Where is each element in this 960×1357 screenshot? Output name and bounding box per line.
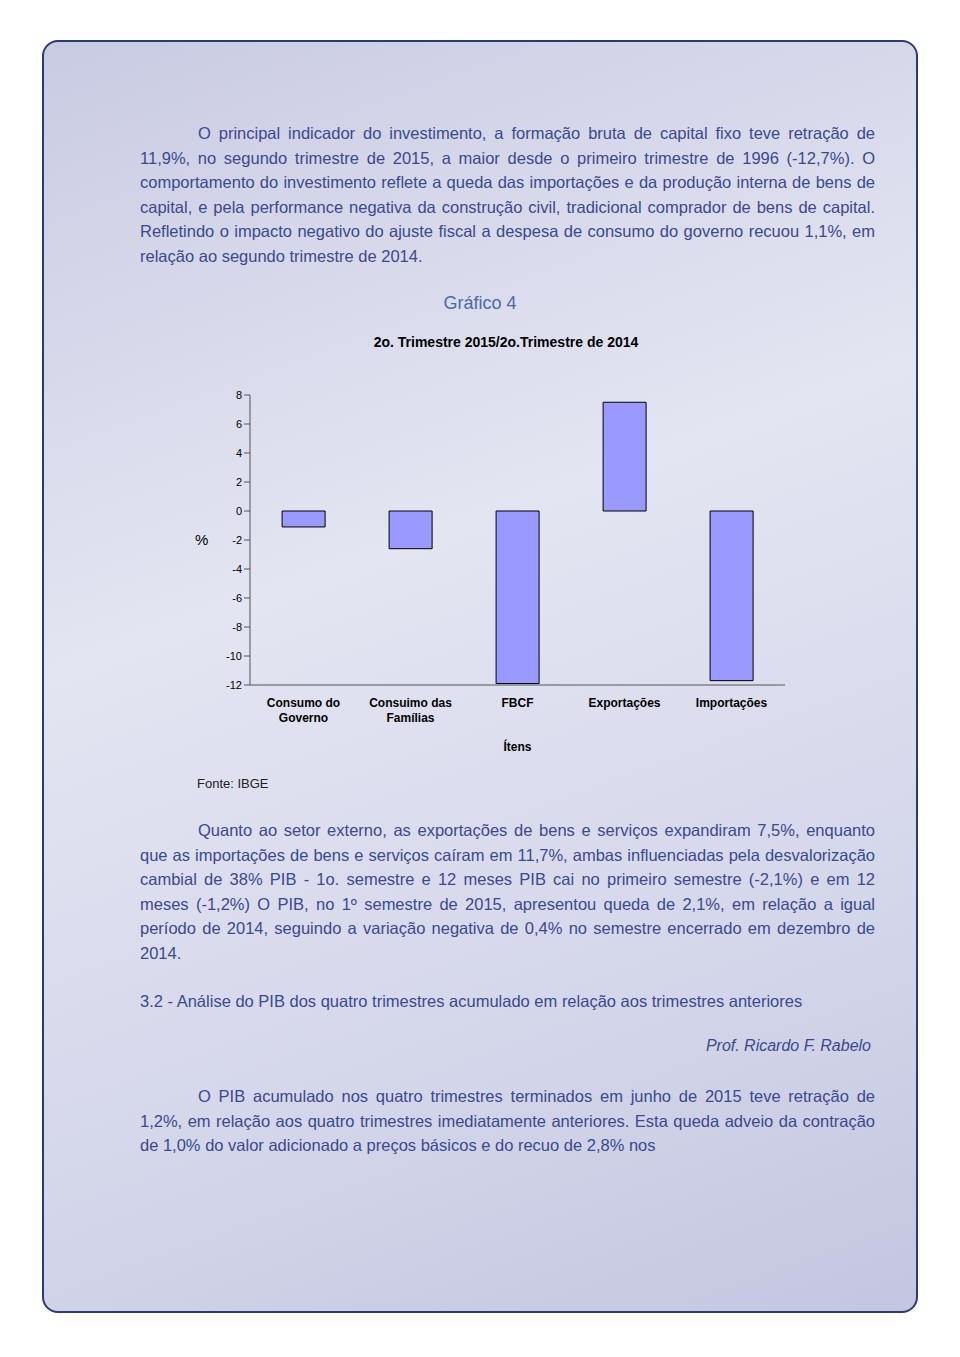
svg-text:-2: -2: [232, 534, 242, 546]
svg-text:FBCF: FBCF: [502, 696, 534, 710]
svg-text:Ítens: Ítens: [503, 739, 531, 754]
svg-text:6: 6: [236, 418, 242, 430]
svg-text:Importações: Importações: [696, 696, 768, 710]
svg-text:4: 4: [236, 447, 242, 459]
svg-text:Consumo doGoverno: Consumo doGoverno: [267, 696, 340, 725]
svg-text:%: %: [195, 531, 208, 548]
svg-text:Consuimo dasFamílias: Consuimo dasFamílias: [369, 696, 452, 725]
svg-text:-6: -6: [232, 592, 242, 604]
svg-text:-8: -8: [232, 621, 242, 633]
html-text:Quanto ao setor externo, as ex: Quanto ao setor externo, as exportações …: [140, 821, 875, 962]
html-text:2o. Trimestre 2015/2o.Trimestr: 2o. Trimestre 2015/2o.Trimestre de 2014: [373, 334, 639, 350]
svg-text:0: 0: [236, 505, 242, 517]
svg-text:-4: -4: [232, 563, 242, 575]
html-text:Gráfico 4: Gráfico 4: [443, 293, 517, 313]
svg-text:-12: -12: [226, 679, 242, 691]
svg-text:Exportações: Exportações: [588, 696, 660, 710]
html-text:3.2 - Análise do PIB dos quatr: 3.2 - Análise do PIB dos quatro trimestr…: [140, 992, 803, 1010]
html-text:O principal indicador do inves: O principal indicador do investimento, a…: [140, 124, 875, 265]
svg-text:8: 8: [236, 389, 242, 401]
svg-text:-10: -10: [226, 650, 242, 662]
html-text:O PIB acumulado nos quatro tri: O PIB acumulado nos quatro trimestres te…: [140, 1087, 875, 1154]
svg-text:2: 2: [236, 476, 242, 488]
html-text:Fonte: IBGE: Fonte: IBGE: [197, 776, 269, 791]
html-text:Prof. Ricardo F. Rabelo: Prof. Ricardo F. Rabelo: [705, 1037, 871, 1054]
